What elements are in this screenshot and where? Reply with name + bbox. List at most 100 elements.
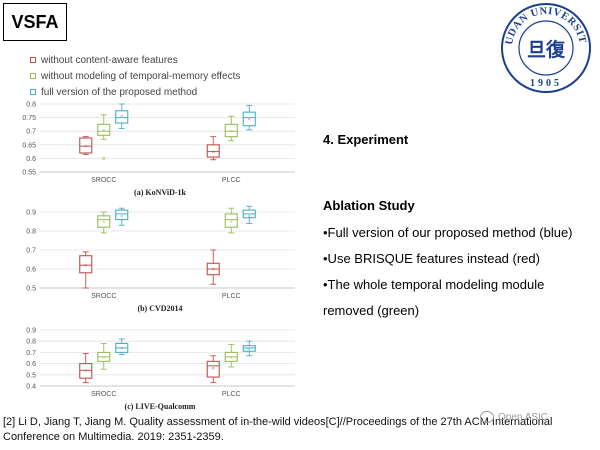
legend-label: without modeling of temporal-memory effe… xyxy=(41,70,241,82)
box-mean-marker: × xyxy=(120,346,123,352)
outlier-point xyxy=(102,156,106,160)
box-mean-marker: × xyxy=(102,128,105,134)
chart-legend: without content-aware features without mo… xyxy=(30,52,310,100)
y-tick-label: 0.7 xyxy=(26,350,36,357)
box-iqr xyxy=(242,345,256,352)
y-tick-label: 0.6 xyxy=(26,267,36,274)
box-mean-marker: × xyxy=(248,214,251,220)
box-mean-marker: × xyxy=(248,117,251,123)
logo-center-characters: 旦復 xyxy=(527,38,566,61)
legend-item: without modeling of temporal-memory effe… xyxy=(30,68,310,84)
watermark-text: Open ASIC xyxy=(498,411,549,423)
legend-swatch xyxy=(30,73,36,79)
x-category-label: PLCC xyxy=(222,293,241,300)
bullet-full-version: •Full version of our proposed method (bl… xyxy=(323,225,573,240)
ablation-study-title: Ablation Study xyxy=(323,198,415,213)
box-cc0504d: × xyxy=(79,353,93,384)
box-iqr xyxy=(206,360,220,378)
box-iqr xyxy=(115,209,129,221)
box-mean-marker: × xyxy=(120,214,123,220)
y-tick-label: 0.9 xyxy=(26,210,36,217)
legend-item: full version of the proposed method xyxy=(30,84,310,100)
box-mean-marker: × xyxy=(212,267,215,273)
box-c4bacc6: × xyxy=(115,338,129,356)
box-mean-marker: × xyxy=(102,220,105,226)
y-tick-label: 0.7 xyxy=(26,129,36,136)
y-tick-label: 0.8 xyxy=(26,229,36,236)
bullet-temporal-removed-cont: removed (green) xyxy=(323,303,420,318)
box-iqr xyxy=(97,123,111,136)
box-mean-marker: × xyxy=(84,368,87,374)
boxplot-svg: 0.5 0.6 0.7 0.8 0.9 SROCC × × × PLCC × × × xyxy=(26,205,295,300)
y-tick-label: 0.75 xyxy=(22,115,36,122)
legend-label: full version of the proposed method xyxy=(41,86,198,98)
box-mean-marker: × xyxy=(212,366,215,372)
x-category-label: SROCC xyxy=(91,391,116,398)
box-iqr xyxy=(206,144,220,158)
box-cc0504d: × xyxy=(206,249,220,285)
box-c4bacc6: × xyxy=(242,340,256,357)
box-mean-marker: × xyxy=(84,144,87,150)
y-tick-label: 0.6 xyxy=(26,156,36,163)
box-mean-marker: × xyxy=(212,150,215,156)
x-category-label: PLCC xyxy=(222,391,241,398)
section-heading: 4. Experiment xyxy=(323,132,409,147)
boxplot-cvd2014: 0.5 0.6 0.7 0.8 0.9 SROCC × × × PLCC × × × (b) CVD201… xyxy=(10,205,310,316)
box-mean-marker: × xyxy=(84,263,87,269)
box-c4bacc6: × xyxy=(242,104,256,131)
y-tick-label: 0.8 xyxy=(26,102,36,109)
box-cc0504d: × xyxy=(206,355,220,384)
watermark: Open ASIC xyxy=(480,411,548,423)
y-tick-label: 0.7 xyxy=(26,248,36,255)
box-mean-marker: × xyxy=(230,129,233,135)
boxplot-konvid: 0.55 0.6 0.65 0.7 0.75 0.8 SROCC × × × PLCC × × × (a) … xyxy=(10,100,310,200)
box-c9bbb59: × xyxy=(97,342,111,370)
box-iqr xyxy=(224,213,238,228)
y-tick-label: 0.65 xyxy=(22,142,36,149)
boxplot-svg: 0.4 0.5 0.6 0.7 0.8 0.9 SROCC × × × PLCC × × × xyxy=(26,328,295,398)
slide-title: VSFA xyxy=(3,3,67,41)
x-category-label: PLCC xyxy=(222,177,241,184)
box-cc0504d: × xyxy=(206,136,220,161)
box-mean-marker: × xyxy=(230,355,233,361)
boxplot-live-qualcomm: 0.4 0.5 0.6 0.7 0.8 0.9 SROCC × × × PLCC × × × (c) LIV… xyxy=(10,326,310,414)
legend-item: without content-aware features xyxy=(30,52,310,68)
reference-footnote: [2] Li D, Jiang T, Jiang M. Quality asse… xyxy=(3,415,593,445)
y-tick-label: 0.9 xyxy=(26,328,36,335)
box-iqr xyxy=(242,111,256,127)
box-iqr xyxy=(79,363,93,379)
y-tick-label: 0.8 xyxy=(26,339,36,346)
box-iqr xyxy=(79,255,93,274)
box-c9bbb59: × xyxy=(224,207,238,234)
x-category-label: SROCC xyxy=(91,293,116,300)
logo-year: 1905 xyxy=(530,78,562,89)
fudan-university-logo: FUDAN UNIVERSITY 旦復 1905 xyxy=(500,2,591,93)
box-c9bbb59: × xyxy=(97,211,111,234)
y-tick-label: 0.55 xyxy=(22,170,36,177)
boxplot-svg: 0.55 0.6 0.65 0.7 0.75 0.8 SROCC × × × PLCC × × × xyxy=(22,102,295,184)
chart-caption: (a) KoNViD-1k xyxy=(134,188,186,197)
box-iqr xyxy=(79,137,93,154)
legend-swatch xyxy=(30,57,36,63)
box-c4bacc6: × xyxy=(242,205,256,224)
y-tick-label: 0.4 xyxy=(26,384,36,391)
footnote-line-2: Conference on Multimedia. 2019: 2351-235… xyxy=(3,431,224,443)
box-c9bbb59: × xyxy=(224,344,238,368)
box-cc0504d: × xyxy=(79,251,93,289)
x-category-label: SROCC xyxy=(91,177,116,184)
bullet-brisque: •Use BRISQUE features instead (red) xyxy=(323,251,540,266)
box-iqr xyxy=(115,110,129,124)
box-c4bacc6: × xyxy=(115,207,129,226)
box-c9bbb59: × xyxy=(224,115,238,142)
chart-caption: (b) CVD2014 xyxy=(137,304,183,313)
box-mean-marker: × xyxy=(120,114,123,120)
bullet-temporal-removed: •The whole temporal modeling module xyxy=(323,277,545,292)
chart-caption: (c) LIVE-Qualcomm xyxy=(124,402,196,411)
box-mean-marker: × xyxy=(230,220,233,226)
box-iqr xyxy=(97,215,111,228)
y-tick-label: 0.6 xyxy=(26,361,36,368)
wechat-icon xyxy=(480,411,494,423)
box-c4bacc6: × xyxy=(115,103,129,129)
legend-swatch xyxy=(30,89,36,95)
